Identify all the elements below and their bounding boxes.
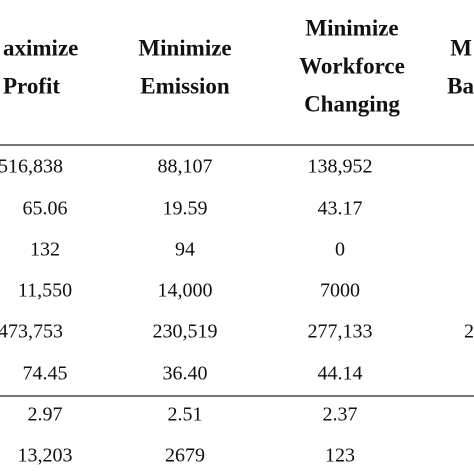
table-cell: 19.59: [163, 198, 208, 220]
column-header: Profit: [3, 73, 60, 98]
table-cell: 516,838: [0, 156, 63, 178]
table-cell: 2.97: [28, 404, 63, 426]
table-cell: 36.40: [163, 363, 208, 385]
column-header: Emission: [140, 73, 230, 98]
column-header: Minimize: [138, 35, 231, 60]
table-cell: 13,203: [18, 445, 73, 467]
table-cell: 2679: [165, 445, 205, 467]
table-cell: 473,753: [0, 321, 63, 343]
table-cell: 132: [30, 239, 60, 261]
table-cell: 2.51: [168, 404, 203, 426]
table-cell: 277,133: [308, 321, 373, 343]
table-cell: 88,107: [158, 156, 213, 178]
table-cell: 74.45: [23, 363, 68, 385]
table-cell: 7000: [320, 280, 360, 302]
table-cell: 11,550: [18, 280, 72, 302]
column-header: Minimize: [305, 15, 398, 40]
column-header: Ba: [447, 73, 474, 98]
table-cell: 0: [335, 239, 345, 261]
column-header: aximize: [3, 35, 78, 60]
table-cell: 2: [464, 321, 474, 343]
table-cell: 123: [325, 445, 355, 467]
table-cell: 14,000: [158, 280, 213, 302]
table-cell: 2.37: [323, 404, 358, 426]
table-cell: 43.17: [318, 198, 363, 220]
table-cell: 94: [175, 239, 195, 261]
table-cell: 44.14: [318, 363, 363, 385]
column-header: Workforce: [299, 53, 405, 78]
table-cell: 65.06: [23, 198, 68, 220]
table-cell: 138,952: [308, 156, 373, 178]
column-header: M: [450, 35, 472, 60]
column-header: Changing: [304, 91, 400, 116]
table-cell: 230,519: [153, 321, 218, 343]
